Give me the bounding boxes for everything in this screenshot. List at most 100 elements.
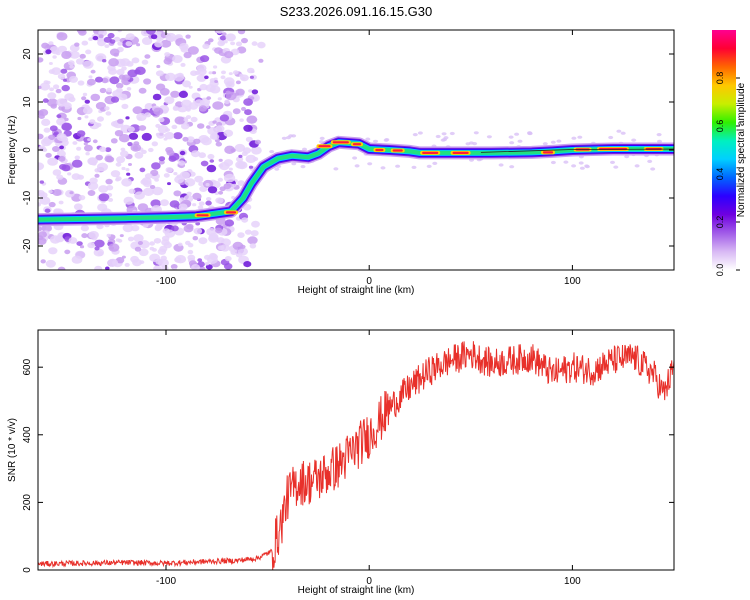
noise-blob [123,196,134,205]
noise-blob [234,143,246,153]
colorbar-ticks: 0.0 0.2 0.4 0.6 0.8 [715,72,740,276]
noise-blob [220,75,226,80]
spectrogram-ridge [38,135,674,227]
noise-blob [117,118,124,124]
noise-blob [152,186,164,196]
noise-blob [82,92,88,97]
noise-blob [352,156,358,160]
noise-blob [84,144,93,152]
noise-blob [56,114,62,118]
noise-blob [104,106,110,111]
noise-blob [182,136,189,142]
noise-blob [243,261,252,268]
noise-blob [49,125,58,132]
noise-blob [171,225,179,232]
noise-blob [149,185,156,189]
noise-blob [199,100,205,104]
noise-blob [77,116,82,121]
noise-blob [47,98,59,107]
noise-blob [498,163,504,167]
noise-blob [365,137,371,141]
noise-blob [98,34,104,39]
noise-blob [164,229,176,238]
noise-blob [115,238,121,242]
noise-blob [613,165,619,169]
noise-blob [120,150,129,157]
noise-blob [281,136,287,140]
snr-y-tick-label: 0 [22,567,33,573]
noise-blob [38,226,43,232]
noise-blob [74,250,86,259]
noise-blob [130,255,140,263]
colorbar-gradient [712,30,736,270]
noise-blob [59,145,64,150]
noise-blob [69,191,74,195]
snr-y-ticks: 0 200 400 600 [22,358,674,573]
noise-blob [527,131,533,136]
noise-blob [148,147,154,153]
noise-blob [157,248,167,255]
noise-blob [108,243,120,252]
noise-blob [122,223,134,233]
noise-blob [74,155,81,160]
noise-blob [110,121,119,127]
noise-blob [647,159,653,163]
noise-blob [77,174,84,180]
noise-blob [150,169,159,177]
noise-blob [59,164,67,170]
noise-blob [76,146,82,151]
snr-y-tick-label: 200 [22,494,33,511]
noise-blob [38,110,44,116]
noise-blob [198,201,205,206]
noise-blob [241,106,246,111]
noise-blob [577,135,583,139]
noise-blob [52,189,62,196]
noise-blob [87,78,96,86]
noise-blob [56,150,66,158]
noise-blob [105,178,113,185]
noise-blob [245,136,253,143]
noise-blob [239,118,244,122]
figure-title: S233.2026.091.16.15.G30 [280,4,433,19]
noise-blob [251,146,262,155]
noise-blob [125,41,133,47]
snr-x-axis-label: Height of straight line (km) [298,585,415,596]
noise-blob [42,98,49,103]
noise-blob [164,132,175,140]
noise-blob [219,186,226,192]
noise-blob [133,234,144,243]
noise-blob [58,105,65,111]
noise-blob [186,136,195,143]
noise-blob [98,193,110,202]
noise-blob [232,70,239,75]
noise-blob [218,158,223,162]
noise-blob [205,264,213,270]
noise-blob [257,41,266,49]
noise-blob [128,163,132,166]
noise-blob [63,78,67,82]
noise-blob [56,133,67,142]
noise-blob [56,174,64,180]
noise-blob [88,231,99,239]
noise-blob [509,165,515,169]
noise-blob [610,160,615,164]
noise-blob [244,229,252,235]
noise-blob [114,130,124,137]
noise-blob [41,138,52,147]
noise-blob [631,138,637,142]
noise-blob [130,143,142,152]
snr-series-line [38,341,674,570]
noise-blob [178,90,188,98]
noise-blob [82,106,93,115]
noise-blob [121,103,129,110]
noise-blob [110,170,121,178]
noise-blob [228,72,233,76]
noise-blob [656,133,662,137]
noise-blob [192,236,199,241]
noise-blob [225,33,236,42]
noise-blob [174,116,186,125]
noise-blob [107,197,114,202]
noise-blob [79,53,86,59]
noise-blob [395,164,401,168]
noise-blob [108,68,118,75]
